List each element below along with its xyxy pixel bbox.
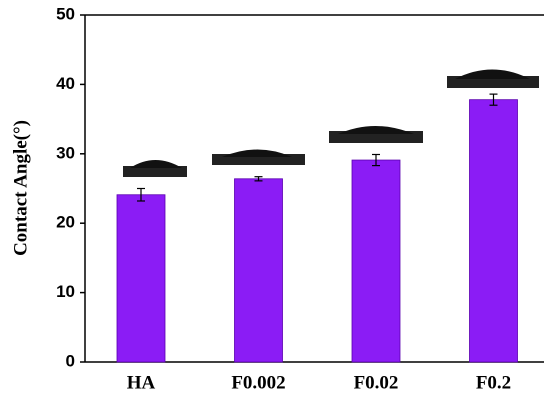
- chart: Contact Angle(°) 0 10 20 30 40 50 HA F0.002 F0.0…: [0, 0, 544, 401]
- bar: [117, 195, 165, 362]
- y-tick-label: 20: [56, 213, 75, 232]
- y-tick-label: 50: [56, 4, 75, 23]
- y-tick-label: 0: [66, 351, 75, 370]
- y-tick-label: 30: [56, 143, 75, 162]
- y-tick-label: 40: [56, 74, 75, 93]
- x-tick-label: HA: [127, 372, 156, 393]
- bar: [470, 100, 518, 362]
- x-tick-label: F0.002: [231, 372, 285, 393]
- bar: [235, 179, 283, 362]
- x-tick-label: F0.2: [476, 372, 511, 393]
- x-tick-label: F0.02: [354, 372, 399, 393]
- y-axis-label: Contact Angle(°): [10, 120, 31, 256]
- bar: [352, 160, 400, 362]
- y-tick-label: 10: [56, 282, 75, 301]
